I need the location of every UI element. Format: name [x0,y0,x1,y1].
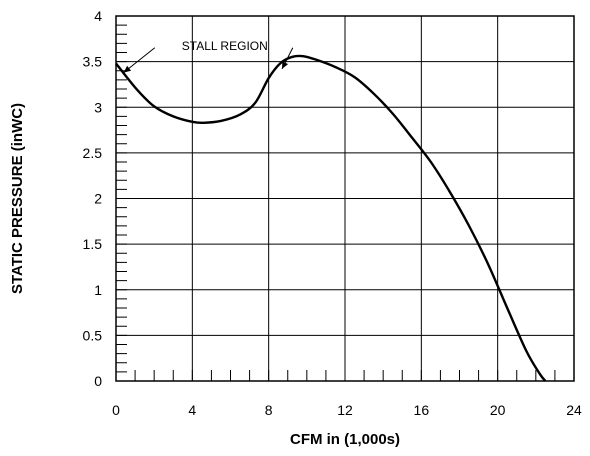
x-tick-label-3: 12 [337,402,353,418]
stall-region-label: STALL REGION [182,39,268,53]
series-layer [115,54,547,382]
x-tick-label-0: 0 [112,402,120,418]
annotation-arrowhead-1 [282,61,289,69]
y-tick-label-2: 1 [94,282,102,298]
y-axis-title: STATIC PRESSURE (inWC) [9,103,26,294]
x-tick-label-4: 16 [414,402,430,418]
series-line-0 [115,54,547,382]
y-tick-label-4: 2 [94,191,102,207]
x-tick-label-6: 24 [566,402,582,418]
y-tick-label-6: 3 [94,99,102,115]
x-tick-label-1: 4 [188,402,196,418]
annotation-layer: STALL REGION [123,39,294,73]
y-tick-label-3: 1.5 [83,236,103,252]
y-tick-labels: 0 0.5 1 1.5 2 2.5 3 3.5 4 [83,8,103,389]
y-tick-label-0: 0 [94,373,102,389]
x-axis-title: CFM in (1,000s) [290,431,400,448]
grid [116,16,574,381]
x-tick-label-5: 20 [490,402,506,418]
x-tick-label-2: 8 [265,402,273,418]
y-tick-label-8: 4 [94,8,102,24]
y-tick-label-5: 2.5 [83,145,103,161]
x-tick-labels: 0 4 8 12 16 20 24 [112,402,582,418]
y-tick-label-7: 3.5 [83,54,103,70]
y-tick-label-1: 0.5 [83,327,103,343]
plot-area-frame [115,15,575,382]
annotation-arrowhead-0 [123,65,132,73]
